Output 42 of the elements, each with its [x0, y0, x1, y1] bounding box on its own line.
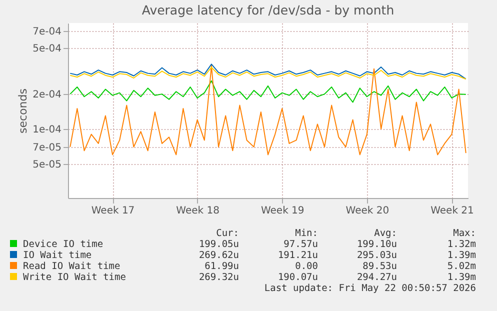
text: 1.39m — [446, 272, 476, 283]
text: 294.27u — [356, 272, 397, 283]
x-tick-label: Week 21 — [430, 206, 474, 216]
text: 269.32u — [198, 272, 239, 283]
text: Avg: — [373, 228, 397, 239]
text: 295.03u — [356, 250, 397, 261]
text: 1.39m — [446, 250, 476, 261]
x-tick-label: Week 20 — [346, 206, 390, 216]
legend-label: IO Wait time — [22, 250, 93, 261]
legend-label: Write IO Wait time — [22, 272, 127, 283]
text: 199.10u — [356, 239, 397, 250]
y-tick-label: 1e-04 — [32, 124, 62, 136]
y-tick-label: 7e-05 — [32, 142, 62, 154]
legend-label: Read IO Wait time — [22, 261, 122, 272]
text: 190.07u — [276, 272, 318, 283]
line-series — [70, 65, 466, 156]
y-tick-label: 5e-04 — [32, 43, 62, 54]
text: 97.57u — [282, 239, 318, 250]
y-tick-label: 2e-04 — [32, 90, 62, 101]
text: 0.00 — [294, 261, 318, 272]
text: 199.05u — [198, 239, 239, 250]
line-series — [70, 66, 466, 80]
legend-label: Device IO time — [22, 239, 104, 250]
text: 1.32m — [446, 239, 476, 250]
text: 5.02m — [446, 261, 476, 272]
x-tick-label: Week 19 — [260, 206, 304, 216]
text: Cur: — [215, 228, 239, 239]
text: 191.21u — [276, 250, 318, 261]
text: Max: — [452, 228, 476, 239]
x-tick-label: Week 17 — [91, 206, 135, 216]
y-tick-label: 7e-04 — [32, 26, 62, 38]
line-series — [70, 80, 466, 103]
y-axis-title: seconds — [16, 88, 30, 134]
line-series — [70, 64, 466, 80]
text: Min: — [294, 228, 318, 239]
y-tick-label: 5e-05 — [32, 159, 62, 170]
x-tick-label: Week 18 — [176, 206, 220, 216]
chart-title: Average latency for /dev/sda - by month — [142, 2, 394, 18]
text: Last update: Fri May 22 00:50:57 2026 — [263, 283, 476, 294]
text: 89.53u — [362, 261, 397, 272]
text: 61.99u — [204, 261, 239, 272]
text: 269.62u — [198, 250, 239, 261]
